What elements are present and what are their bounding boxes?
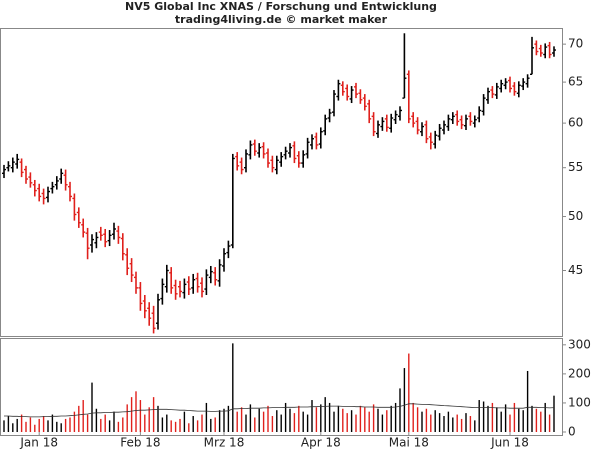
x-tick-label: Jun 18 <box>490 436 529 450</box>
volume-frame <box>0 338 563 436</box>
x-tick-label: Jan 18 <box>19 436 58 450</box>
chart-title: NV5 Global Inc XNAS / Forschung und Entw… <box>125 0 437 13</box>
volume-tick-label: 0 <box>568 425 576 439</box>
volume-tick-label: 100 <box>568 395 591 409</box>
y-tick-label: 55 <box>568 160 583 174</box>
y-tick-label: 70 <box>568 37 583 51</box>
volume-average-line <box>4 403 555 418</box>
y-tick-label: 45 <box>568 263 583 277</box>
x-tick-label: Feb 18 <box>120 436 160 450</box>
y-tick-label: 65 <box>568 75 583 89</box>
chart-subtitle: trading4living.de © market maker <box>175 13 388 26</box>
y-tick-label: 50 <box>568 209 583 223</box>
x-tick-label: Apr 18 <box>301 436 341 450</box>
volume-tick-label: 300 <box>568 337 591 351</box>
price-frame <box>0 28 563 337</box>
x-tick-label: Mai 18 <box>389 436 429 450</box>
y-tick-label: 60 <box>568 116 583 130</box>
x-tick-label: Mrz 18 <box>204 436 245 450</box>
volume-tick-label: 200 <box>568 366 591 380</box>
